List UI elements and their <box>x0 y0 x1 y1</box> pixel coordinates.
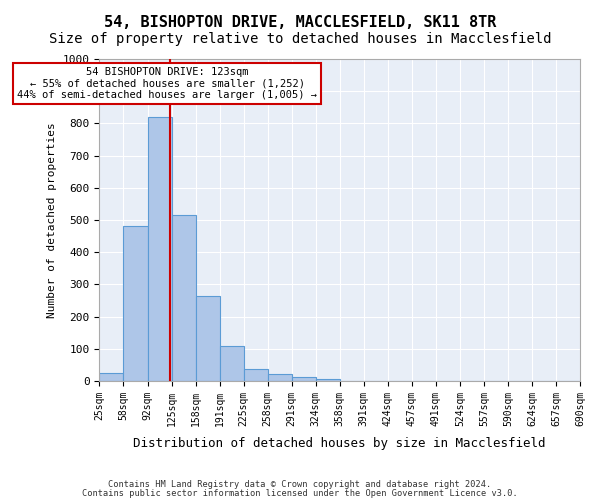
X-axis label: Distribution of detached houses by size in Macclesfield: Distribution of detached houses by size … <box>133 437 546 450</box>
Y-axis label: Number of detached properties: Number of detached properties <box>47 122 57 318</box>
Bar <box>244 368 268 381</box>
Bar <box>316 378 340 381</box>
Bar <box>268 374 292 381</box>
Text: Contains public sector information licensed under the Open Government Licence v3: Contains public sector information licen… <box>82 490 518 498</box>
Bar <box>196 296 220 381</box>
Bar <box>172 215 196 381</box>
Text: Size of property relative to detached houses in Macclesfield: Size of property relative to detached ho… <box>49 32 551 46</box>
Text: Contains HM Land Registry data © Crown copyright and database right 2024.: Contains HM Land Registry data © Crown c… <box>109 480 491 489</box>
Bar <box>100 373 124 381</box>
Text: 54, BISHOPTON DRIVE, MACCLESFIELD, SK11 8TR: 54, BISHOPTON DRIVE, MACCLESFIELD, SK11 … <box>104 15 496 30</box>
Bar <box>124 226 148 381</box>
Bar <box>292 376 316 381</box>
Bar <box>220 346 244 381</box>
Text: 54 BISHOPTON DRIVE: 123sqm
← 55% of detached houses are smaller (1,252)
44% of s: 54 BISHOPTON DRIVE: 123sqm ← 55% of deta… <box>17 67 317 100</box>
Bar <box>148 117 172 381</box>
